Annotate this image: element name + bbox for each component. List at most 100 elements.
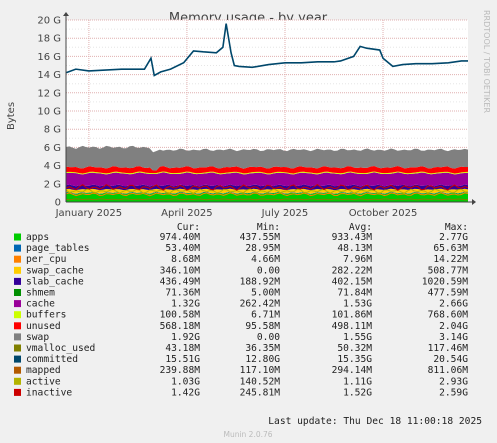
legend-header-max: Max: bbox=[445, 222, 468, 233]
line-mapped bbox=[65, 192, 469, 197]
y-tick-label: 2 G bbox=[44, 179, 61, 190]
legend-max: 14.22M bbox=[433, 254, 468, 265]
y-tick-label: 10 G bbox=[37, 107, 61, 118]
y-axis-label: Bytes bbox=[6, 102, 17, 130]
legend-swatch-shmem bbox=[14, 289, 21, 296]
legend-avg: 1.55G bbox=[343, 332, 372, 343]
legend-avg: 50.32M bbox=[337, 343, 372, 354]
y-tick-label: 18 G bbox=[37, 34, 61, 45]
legend-name: active bbox=[26, 376, 61, 387]
legend-min: 5.00M bbox=[251, 288, 280, 299]
area-page_tables bbox=[66, 191, 468, 195]
legend-min: 28.95M bbox=[245, 243, 280, 254]
legend-swatch-apps bbox=[14, 233, 21, 241]
legend-name: inactive bbox=[26, 387, 72, 398]
legend-cur: 1.32G bbox=[171, 299, 200, 310]
area-cache bbox=[66, 172, 468, 187]
legend-name: apps bbox=[26, 232, 49, 243]
legend-min: 12.80G bbox=[245, 354, 280, 365]
x-tick-label: October 2025 bbox=[349, 208, 418, 219]
legend-max: 3.14G bbox=[439, 332, 468, 343]
legend-cur: 71.36M bbox=[165, 288, 200, 299]
y-axis-arrow bbox=[63, 12, 69, 16]
legend-min: 117.10M bbox=[240, 365, 281, 376]
legend-name: mapped bbox=[26, 365, 61, 376]
legend-name: swap bbox=[26, 332, 49, 343]
legend-cur: 568.18M bbox=[160, 321, 201, 332]
legend-max: 477.59M bbox=[428, 288, 469, 299]
legend-swatch-mapped bbox=[14, 366, 21, 374]
legend-swatch-swap_cache bbox=[14, 266, 21, 274]
legend-name: page_tables bbox=[26, 243, 90, 254]
legend-name: shmem bbox=[26, 288, 55, 299]
legend-max: 117.46M bbox=[428, 343, 469, 354]
legend-name: slab_cache bbox=[26, 276, 84, 287]
legend-swatch-vmalloc_used bbox=[14, 344, 21, 352]
legend-cur: 8.68M bbox=[171, 254, 200, 265]
legend-min: 245.81M bbox=[240, 387, 281, 398]
legend-max: 768.60M bbox=[428, 310, 469, 321]
legend-max: 2.77G bbox=[439, 232, 468, 243]
legend-cur: 1.03G bbox=[171, 376, 200, 387]
y-tick-label: 14 G bbox=[37, 70, 61, 81]
legend: Cur: Min: Avg: Max: apps 974.40M 437.55M 93… bbox=[14, 222, 468, 398]
y-tick-label: 12 G bbox=[37, 88, 61, 99]
legend-swatch-committed bbox=[14, 355, 21, 363]
legend-min: 95.58M bbox=[245, 321, 280, 332]
legend-avg: 71.84M bbox=[337, 288, 372, 299]
legend-swatch-unused bbox=[14, 322, 21, 330]
area-slab_cache bbox=[66, 184, 468, 191]
x-tick-label: January 2025 bbox=[55, 208, 123, 219]
y-tick-label: 20 G bbox=[37, 16, 61, 27]
legend-max: 2.66G bbox=[439, 299, 468, 310]
legend-max: 2.93G bbox=[439, 376, 468, 387]
legend-name: cache bbox=[26, 299, 55, 310]
legend-avg: 7.96M bbox=[343, 254, 372, 265]
legend-swatch-inactive bbox=[14, 388, 21, 396]
legend-cur: 43.18M bbox=[165, 343, 200, 354]
legend-avg: 294.14M bbox=[332, 365, 373, 376]
x-tick-label: April 2025 bbox=[161, 208, 212, 219]
legend-header-avg: Avg: bbox=[349, 222, 372, 233]
legend-cur: 100.58M bbox=[160, 310, 201, 321]
legend-name: per_cpu bbox=[26, 254, 66, 265]
legend-min: 36.35M bbox=[245, 343, 280, 354]
munin-version: Munin 2.0.76 bbox=[223, 430, 272, 439]
legend-avg: 282.22M bbox=[332, 265, 373, 276]
legend-avg: 1.11G bbox=[343, 376, 372, 387]
legend-max: 20.54G bbox=[433, 354, 468, 365]
area-unused bbox=[66, 165, 468, 174]
legend-cur: 53.40M bbox=[165, 243, 200, 254]
legend-name: committed bbox=[26, 354, 78, 365]
legend-min: 140.52M bbox=[240, 376, 281, 387]
legend-swatch-cache bbox=[14, 300, 21, 308]
y-tick-label: 4 G bbox=[44, 161, 61, 172]
legend-avg: 402.15M bbox=[332, 276, 373, 287]
y-tick-label: 6 G bbox=[44, 143, 61, 154]
legend-min: 437.55M bbox=[240, 232, 281, 243]
legend-cur: 239.88M bbox=[160, 365, 201, 376]
line-committed bbox=[65, 23, 468, 77]
legend-max: 65.63M bbox=[433, 243, 468, 254]
legend-header-min: Min: bbox=[257, 222, 280, 233]
legend-swatch-slab_cache bbox=[14, 277, 21, 285]
rrdtool-credit: RRDTOOL / TOBI OETIKER bbox=[482, 10, 491, 113]
legend-avg: 15.35G bbox=[337, 354, 372, 365]
legend-min: 188.92M bbox=[240, 276, 281, 287]
legend-max: 811.06M bbox=[428, 365, 469, 376]
y-tick-label: 16 G bbox=[37, 52, 61, 63]
line-vmalloc_used bbox=[65, 198, 469, 201]
legend-swatch-page_tables bbox=[14, 244, 21, 252]
last-update: Last update: Thu Dec 18 11:00:18 2025 bbox=[268, 416, 482, 427]
legend-name: vmalloc_used bbox=[26, 343, 95, 354]
legend-min: 0.00 bbox=[257, 332, 280, 343]
legend-swatch-active bbox=[14, 377, 21, 385]
x-tick-labels: January 2025 April 2025 July 2025 October 2… bbox=[55, 208, 418, 219]
y-tick-label: 8 G bbox=[44, 125, 61, 136]
legend-cur: 1.92G bbox=[171, 332, 200, 343]
line-inactive bbox=[65, 183, 469, 191]
legend-rows: apps 974.40M 437.55M 933.43M 2.77G page_table… bbox=[14, 232, 468, 398]
legend-name: swap_cache bbox=[26, 265, 84, 276]
legend-min: 4.66M bbox=[251, 254, 280, 265]
